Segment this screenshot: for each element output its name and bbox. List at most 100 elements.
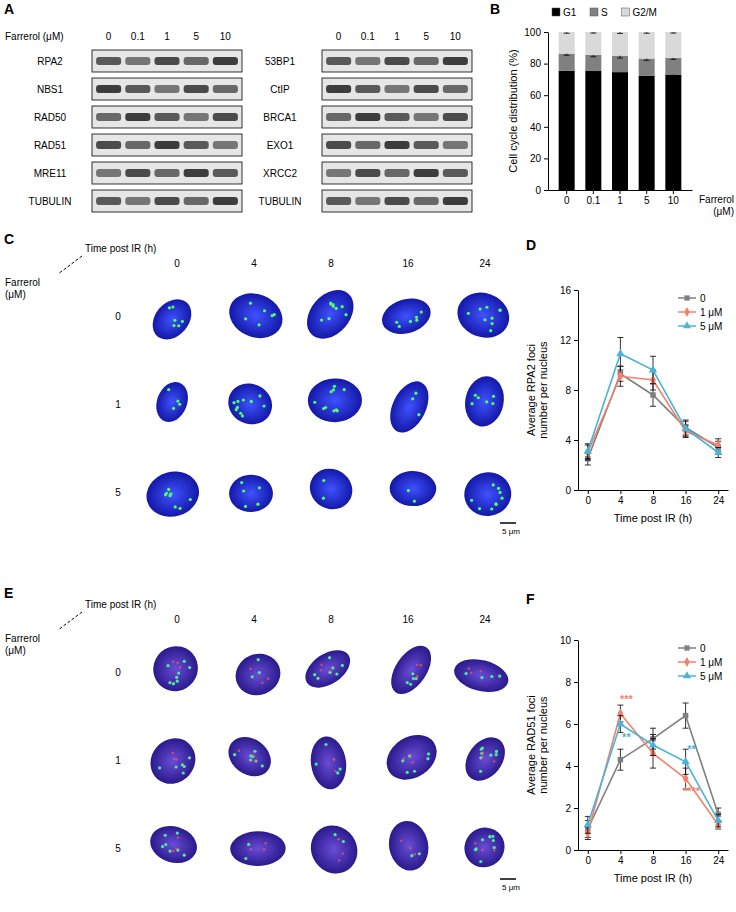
protein-label: RPA2: [37, 56, 63, 67]
focus: [176, 680, 179, 683]
micrograph-background: [371, 450, 445, 536]
micrograph: [371, 274, 445, 360]
focus: [177, 671, 180, 674]
focus: [172, 324, 175, 327]
focus: [470, 402, 473, 405]
focus: [264, 842, 266, 844]
nucleus: [308, 734, 350, 791]
focus: [320, 319, 323, 322]
legend-swatch: [590, 8, 598, 16]
tick-label: 0: [565, 845, 571, 856]
focus: [409, 683, 412, 686]
focus: [167, 488, 170, 491]
focus: [490, 322, 493, 325]
blot-strip: [92, 190, 242, 212]
legend-label: S: [601, 7, 608, 18]
micrograph-background: [448, 806, 522, 892]
dose-label: 5: [115, 843, 121, 854]
tick: 8: [651, 490, 657, 506]
series: [585, 703, 721, 837]
blot-band: [154, 169, 179, 177]
micrograph: [371, 806, 445, 892]
focus: [328, 656, 331, 659]
nucleus: [229, 647, 286, 702]
focus: [493, 849, 495, 851]
bar: [612, 32, 628, 56]
tick: 80: [530, 58, 548, 69]
dose-label: 5: [115, 487, 121, 498]
tick: 16: [560, 285, 578, 296]
nucleus: [145, 292, 200, 348]
figure: ABCDEFFarrerol (μM)00.11510RPA2NBS1RAD50…: [0, 0, 736, 912]
nucleus: [378, 293, 435, 340]
tick-label: 80: [530, 58, 542, 69]
time-label: 24: [479, 614, 491, 625]
blot-band: [96, 113, 121, 121]
blot-band: [326, 85, 351, 93]
blot-band: [326, 141, 351, 149]
blot-strip: [322, 50, 472, 72]
focus: [492, 395, 495, 398]
blot-band: [96, 85, 121, 93]
tick: 2: [565, 803, 578, 814]
plot-area: [584, 338, 723, 466]
error-bar: [670, 32, 676, 33]
blot-band: [384, 169, 409, 177]
tick: 0: [535, 185, 548, 196]
focus: [166, 664, 169, 667]
bar: [559, 54, 575, 71]
nucleus: [299, 642, 357, 695]
focus: [495, 503, 498, 506]
error-bar: [617, 749, 623, 770]
protein-label: TUBULIN: [29, 196, 72, 207]
protein-label: RAD51: [34, 140, 67, 151]
legend-marker: [683, 321, 691, 328]
blot-band: [355, 57, 380, 65]
focus: [238, 750, 240, 752]
bar: [612, 72, 628, 190]
focus: [491, 402, 494, 405]
tick: 5: [644, 190, 650, 206]
focus: [331, 666, 334, 669]
x-axis: 0481624: [579, 490, 729, 506]
focus: [479, 860, 482, 863]
focus: [493, 846, 496, 849]
dose-title: Farrerol: [5, 633, 40, 644]
protein-label: TUBULIN: [259, 196, 302, 207]
protein-label: RAD50: [34, 112, 67, 123]
focus: [415, 319, 418, 322]
tick: 1: [617, 190, 623, 206]
legend: 01 μM5 μM: [678, 643, 722, 682]
focus: [414, 853, 416, 855]
time-label: 4: [251, 614, 257, 625]
focus: [241, 414, 244, 417]
focus: [324, 743, 327, 746]
blot-band: [213, 197, 238, 205]
error-bar: [590, 32, 596, 33]
focus: [341, 664, 344, 667]
time-label: 0: [174, 258, 180, 269]
focus: [267, 677, 269, 679]
nucleus: [385, 817, 433, 874]
dose-label: 1: [115, 399, 121, 410]
blot-band: [213, 169, 238, 177]
nucleus: [229, 474, 274, 512]
blot-band: [125, 197, 150, 205]
marker: [649, 740, 657, 747]
bar: [665, 32, 681, 58]
dose-label: 1: [164, 31, 170, 42]
y-axis-title: Average RAD51 foci: [525, 695, 537, 794]
focus: [236, 400, 239, 403]
marker: [584, 820, 592, 827]
micrograph-background: [371, 630, 445, 716]
legend-label: 1 μM: [700, 307, 722, 318]
blot-band: [184, 169, 209, 177]
tick: 40: [530, 122, 548, 133]
focus: [261, 764, 264, 767]
tick-mark: [574, 724, 578, 725]
tick-label: 0: [565, 485, 571, 496]
nucleus: [146, 820, 202, 868]
micrograph: [140, 630, 214, 716]
focus: [322, 497, 325, 500]
y-axis-title: number per nucleus: [537, 341, 549, 439]
